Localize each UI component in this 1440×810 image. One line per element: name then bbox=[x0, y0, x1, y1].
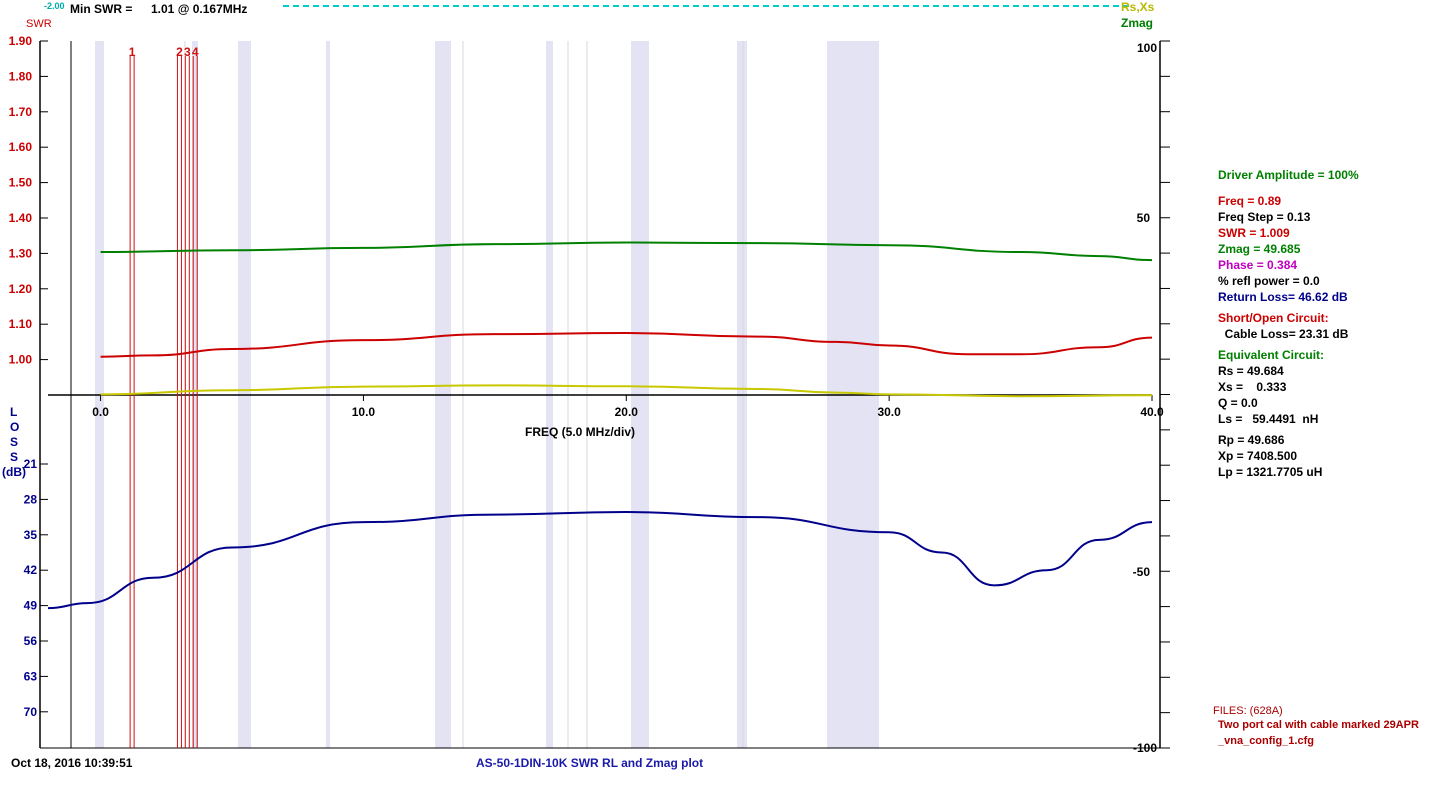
right-lower-tick-label: -50 bbox=[1133, 565, 1151, 579]
files-line-1: Two port cal with cable marked 29APR bbox=[1218, 719, 1419, 731]
ls-readout: Ls = 59.4491 nH bbox=[1218, 412, 1319, 426]
swr-tick-label: 1.10 bbox=[9, 317, 33, 331]
x-tick-label: 30.0 bbox=[877, 405, 901, 419]
files-title: FILES: (628A) bbox=[1213, 705, 1283, 717]
marker-label: 1 bbox=[129, 45, 136, 59]
swr-tick-label: 1.00 bbox=[9, 353, 33, 367]
swr-tick-label: 1.90 bbox=[9, 34, 33, 48]
loss-tick-label: 28 bbox=[24, 492, 38, 506]
q-readout: Q = 0.0 bbox=[1218, 396, 1258, 410]
rsxs-axis-label: Rs,Xs bbox=[1121, 0, 1155, 14]
equiv-circuit-title: Equivalent Circuit: bbox=[1218, 348, 1325, 362]
x-tick-label: 10.0 bbox=[352, 405, 376, 419]
timestamp: Oct 18, 2016 10:39:51 bbox=[11, 756, 133, 770]
right-lower-tick-label: -100 bbox=[1133, 741, 1157, 755]
cable-loss-readout: Cable Loss= 23.31 dB bbox=[1218, 327, 1349, 341]
x-tick-label: 0.0 bbox=[92, 405, 109, 419]
swr-tick-label: 1.50 bbox=[9, 176, 33, 190]
loss-tick-label: 35 bbox=[24, 528, 38, 542]
loss-tick-label: 49 bbox=[24, 599, 38, 613]
loss-axis-letter-s2: S bbox=[10, 450, 19, 464]
x-tick-label: 20.0 bbox=[615, 405, 639, 419]
loss-axis-letter-l: L bbox=[10, 405, 18, 419]
zmag-axis-label: Zmag bbox=[1121, 16, 1154, 30]
zmag-readout: Zmag = 49.685 bbox=[1218, 242, 1301, 256]
series-rsxs-line bbox=[100, 384, 1153, 398]
loss-axis-unit: (dB) bbox=[2, 465, 26, 479]
freq-readout: Freq = 0.89 bbox=[1218, 194, 1282, 208]
plot-title: AS-50-1DIN-10K SWR RL and Zmag plot bbox=[476, 756, 704, 770]
phase-readout: Phase = 0.384 bbox=[1218, 258, 1298, 272]
series-swr-line bbox=[100, 332, 1153, 358]
zmag-tick-label: 50 bbox=[1137, 211, 1151, 225]
marker-label: 2 bbox=[176, 45, 183, 59]
loss-axis-letter-o: O bbox=[10, 420, 20, 434]
rs-readout: Rs = 49.684 bbox=[1218, 364, 1284, 378]
swr-tick-label: 1.40 bbox=[9, 211, 33, 225]
x-axis-label: FREQ (5.0 MHz/div) bbox=[525, 425, 636, 439]
series-loss-line bbox=[47, 511, 1153, 610]
loss-axis-letter-s1: S bbox=[10, 435, 19, 449]
swr-tick-label: 1.30 bbox=[9, 246, 33, 260]
files-line-2: _vna_config_1.cfg bbox=[1218, 735, 1314, 747]
swr-tick-label: 1.70 bbox=[9, 105, 33, 119]
x-tick-label: 40.0 bbox=[1140, 405, 1164, 419]
xp-readout: Xp = 7408.500 bbox=[1218, 449, 1298, 463]
loss-tick-label: 70 bbox=[24, 705, 38, 719]
lp-readout: Lp = 1321.7705 uH bbox=[1218, 465, 1323, 479]
loss-tick-label: 21 bbox=[24, 457, 38, 471]
refl-power-readout: % refl power = 0.0 bbox=[1218, 274, 1320, 288]
driver-amplitude: Driver Amplitude = 100% bbox=[1218, 168, 1359, 182]
return-loss-readout: Return Loss= 46.62 dB bbox=[1218, 290, 1348, 304]
min-swr-label: Min SWR = bbox=[70, 2, 133, 16]
readout-panel: Driver Amplitude = 100% Freq = 0.89 Freq… bbox=[1218, 167, 1359, 480]
min-swr-value: 1.01 @ 0.167MHz bbox=[151, 2, 248, 16]
zmag-tick-label: 100 bbox=[1137, 41, 1157, 55]
swr-axis-label: SWR bbox=[26, 18, 52, 30]
loss-tick-label: 56 bbox=[24, 634, 38, 648]
xs-readout: Xs = 0.333 bbox=[1218, 380, 1287, 394]
freq-step-readout: Freq Step = 0.13 bbox=[1218, 210, 1311, 224]
loss-tick-label: 63 bbox=[24, 669, 38, 683]
loss-tick-label: 42 bbox=[24, 563, 38, 577]
swr-tick-label: 1.80 bbox=[9, 69, 33, 83]
swr-tick-label: 1.20 bbox=[9, 282, 33, 296]
swr-readout: SWR = 1.009 bbox=[1218, 226, 1290, 240]
rp-readout: Rp = 49.686 bbox=[1218, 433, 1285, 447]
marker-label: 3 bbox=[184, 45, 191, 59]
swr-tick-label: 1.60 bbox=[9, 140, 33, 154]
series-zmag-line bbox=[100, 241, 1153, 262]
marker-label: 4 bbox=[192, 45, 199, 59]
small-ref-label: -2.00 bbox=[44, 1, 65, 11]
short-open-title: Short/Open Circuit: bbox=[1218, 311, 1329, 325]
